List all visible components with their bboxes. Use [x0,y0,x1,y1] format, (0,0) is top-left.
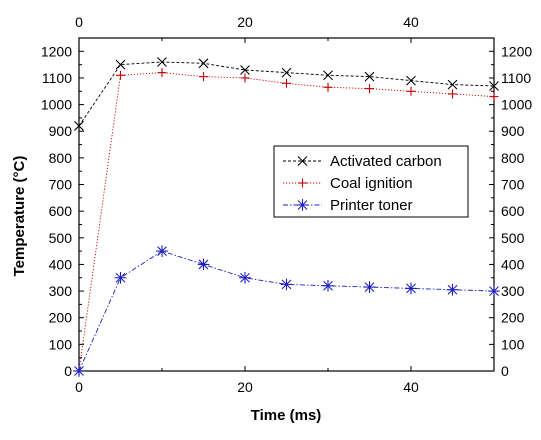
data-point-series-3 [197,258,210,271]
data-point-series-2 [157,68,167,78]
data-point-series-1 [74,121,84,131]
data-point-series-2 [240,73,250,83]
data-point-series-1 [406,75,416,86]
y-tick-label-left: 400 [49,256,73,272]
legend: Activated carbon Coal ignition Printer ton… [273,145,469,218]
x-tick-label-top: 40 [403,14,419,30]
legend-marker-3 [296,199,309,211]
data-point-series-2 [448,89,457,99]
x-tick-label-top: 20 [237,14,253,30]
data-point-series-1 [198,58,209,69]
data-point-series-1 [364,71,375,82]
data-point-series-1 [323,70,333,81]
y-tick-label-right: 300 [501,283,525,299]
y-tick-label-left: 300 [49,283,73,299]
y-tick-label-left: 800 [49,150,73,166]
data-point-series-2 [323,82,333,92]
y-tick-label-right: 500 [501,230,525,246]
data-point-series-3 [363,281,376,293]
y-tick-label-right: 700 [501,177,525,193]
legend-entries: Activated carbon Coal ignition Printer ton… [283,153,442,214]
data-point-series-3 [446,283,459,296]
y-tick-label-right: 900 [501,123,525,139]
x-tick-label-bottom: 20 [237,379,253,395]
data-point-series-1 [447,79,458,90]
data-point-series-2 [406,86,416,96]
y-tick-label-left: 500 [49,230,73,246]
data-point-series-2 [282,78,291,88]
data-point-series-1 [281,67,292,78]
data-point-series-3 [73,365,85,377]
y-tick-label-right: 100 [501,336,525,352]
data-point-series-2 [116,70,125,80]
data-point-series-3 [114,271,127,284]
series-layer [73,57,500,377]
y-tick-label-right: 0 [501,363,509,379]
data-point-series-1 [157,57,167,67]
data-point-series-3 [488,285,500,297]
data-point-series-3 [156,245,168,257]
y-tick-label-left: 0 [64,363,72,379]
series-line-3 [78,250,495,372]
y-tick-label-left: 1100 [42,70,72,86]
y-tick-label-left: 200 [49,310,73,326]
data-point-series-2 [365,84,374,94]
y-tick-label-left: 600 [49,203,73,219]
y-tick-label-right: 400 [501,256,525,272]
y-tick-label-left: 900 [49,123,73,139]
plot-frame [78,37,495,372]
data-point-series-3 [239,271,251,284]
y-tick-label-left: 700 [49,177,73,193]
y-tick-label-right: 200 [501,310,525,326]
x-tick-label-top: 0 [75,14,83,30]
y-tick-label-left: 100 [49,336,73,352]
data-point-series-3 [405,282,417,295]
legend-label-2: Coal ignition [330,175,413,192]
y-tick-label-left: 1200 [41,43,72,59]
data-point-series-1 [115,59,126,70]
legend-marker-2 [298,178,307,188]
x-tick-label-bottom: 40 [403,379,419,395]
data-point-series-3 [322,279,334,292]
legend-marker-1 [297,156,308,166]
data-point-series-3 [280,278,293,291]
y-tick-label-right: 1000 [501,97,532,113]
data-point-series-1 [489,81,499,91]
legend-label-3: Printer toner [330,197,413,214]
legend-label-1: Activated carbon [330,153,442,170]
y-tick-label-right: 800 [501,150,525,166]
y-tick-label-left: 1000 [41,97,72,113]
data-point-series-2 [199,72,208,82]
y-axis-title: Temperature (°C) [11,156,28,277]
series-line-1 [78,61,495,127]
series-line-2 [78,72,495,372]
y-tick-label-right: 600 [501,203,525,219]
x-tick-label-bottom: 0 [75,379,83,395]
data-point-series-2 [489,92,499,102]
x-axis-title: Time (ms) [251,407,322,424]
data-point-series-1 [240,65,250,75]
y-tick-label-right: 1100 [501,70,531,86]
y-tick-label-right: 1200 [501,43,532,59]
